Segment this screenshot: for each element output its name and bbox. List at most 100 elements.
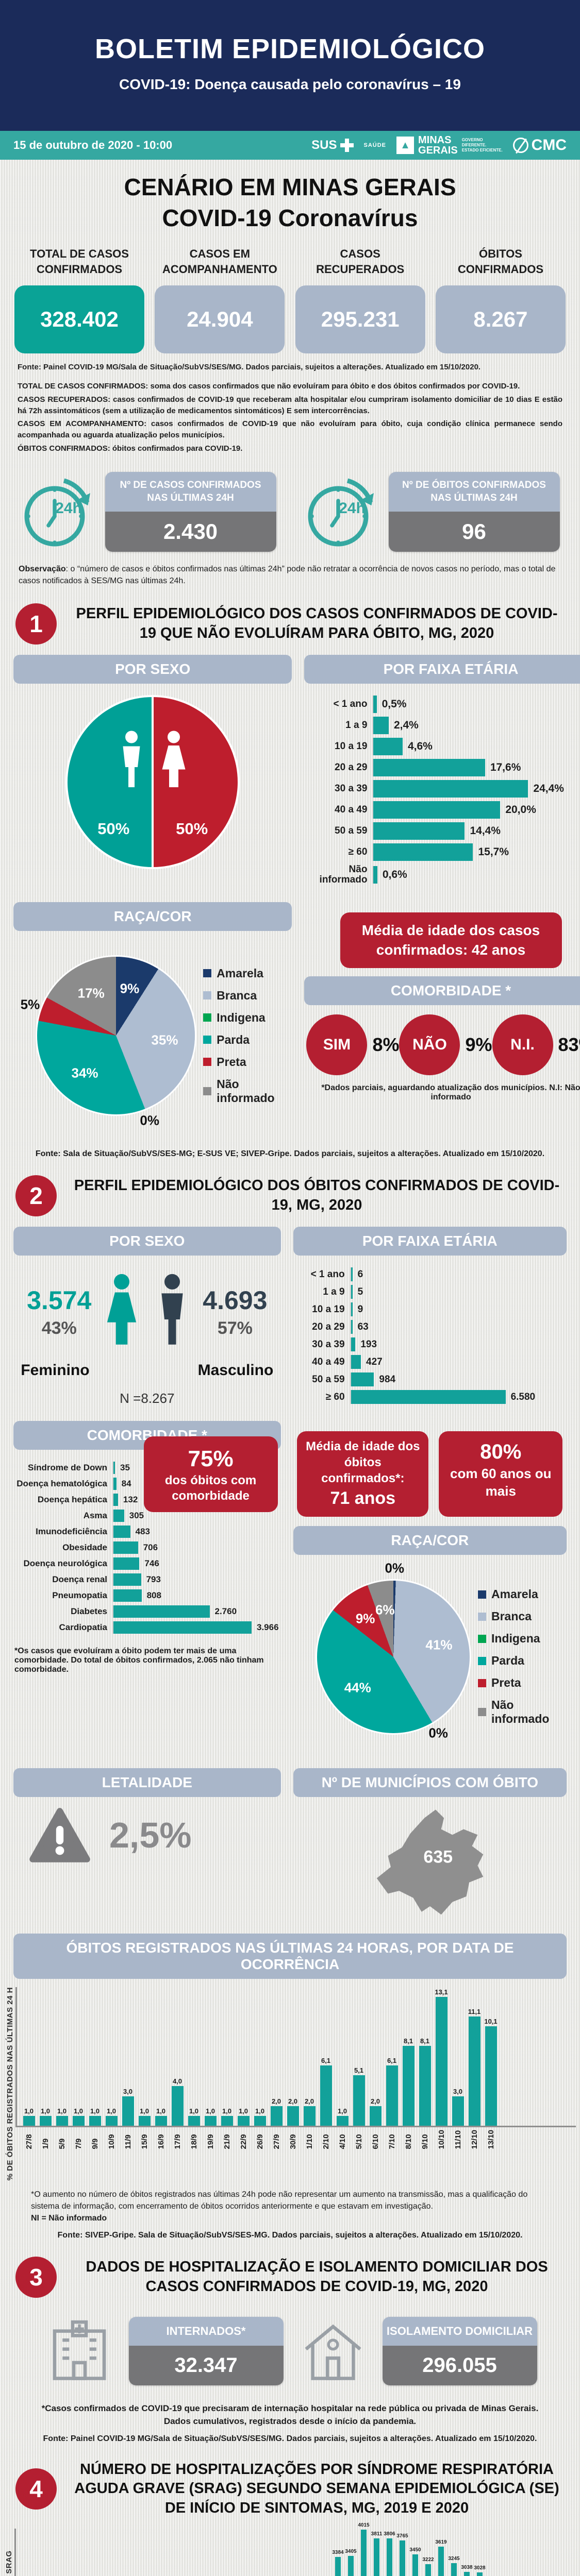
cases-mean-age-box: Média de idade dos casos confirmados: 42… [340, 912, 562, 968]
stat-acompanhamento: CASOS EM ACOMPANHAMENTO 24.904 [155, 246, 285, 353]
vbar-col-9/9: 1,0 [89, 2107, 101, 2126]
vbar-tick-label: 5/9 [58, 2130, 67, 2149]
vbar-value-label: 8,1 [404, 2037, 413, 2045]
pie-label-Preta: 5% [21, 997, 40, 1013]
bar-category-label: < 1 ano [304, 699, 372, 709]
female-deaths: 3.574 43% [27, 1285, 91, 1338]
svg-text:24h: 24h [55, 500, 82, 517]
legend-label: Amarela [491, 1587, 538, 1601]
srag-group-SE1: 3347 [20, 2529, 32, 2576]
srag-group-SE6: 4631 [85, 2529, 96, 2576]
bar-track: 0,5% [372, 696, 406, 713]
male-deaths-value: 4.693 [203, 1285, 267, 1315]
vbar-col-1/9: 1,0 [40, 2107, 52, 2126]
bar-category-label: ≥ 60 [304, 847, 372, 857]
vbar-tick: 12/10 [469, 2130, 480, 2149]
vbar-tick: 7/10 [386, 2130, 398, 2149]
legend-label: Não informado [491, 1698, 567, 1726]
legend-item: Indigena [478, 1632, 567, 1646]
comorbidity-no: NÃO 9% [399, 1014, 492, 1075]
deaths-24h-chart: % DE ÓBITOS REGISTRADOS NAS ÚLTIMAS 24 H… [0, 1979, 580, 2180]
bar-track: 20,0% [372, 801, 536, 819]
srag-group-SE32: 322277 [420, 2529, 432, 2576]
scenario-subtitle: COVID-19 Coronavírus [0, 204, 580, 232]
bar-category-label: 30 a 39 [304, 784, 372, 794]
stat-obitos: ÓBITOS CONFIRMADOS 8.267 [436, 246, 566, 353]
bar-2020-SE29 [387, 2538, 392, 2576]
bar-category-label: 10 a 19 [293, 1304, 350, 1315]
page-subtitle: COVID-19: Doença causada pelo coronavíru… [21, 76, 559, 93]
srag-group-SE29: 3806148 [381, 2529, 393, 2576]
srag-group-SE23: 2568160 [304, 2529, 316, 2576]
vbar-tick-label: 27/8 [25, 2130, 34, 2149]
srag-group-SE33: 361985 [433, 2529, 444, 2576]
legend-swatch [478, 1635, 486, 1643]
vbar-tick-label: 10/9 [107, 2130, 116, 2149]
municipalities-block: Nº DE MUNICÍPIOS COM ÓBITO 635 [293, 1768, 567, 1928]
vbar-tick-label: 1/10 [305, 2130, 314, 2149]
vbar-value-label: 5,1 [354, 2066, 363, 2074]
bar-track: 4,6% [372, 738, 432, 755]
vbar-value-label: 11,1 [468, 2008, 481, 2015]
deaths-age-pill: POR FAIXA ETÁRIA [293, 1227, 567, 1256]
deaths-race-pill: RAÇA/COR [293, 1526, 567, 1555]
vbar-col-26/9: 1,0 [254, 2107, 266, 2126]
vbar-9/9 [89, 2116, 101, 2126]
definitions: TOTAL DE CASOS CONFIRMADOS: soma dos cas… [0, 371, 580, 454]
cases-24h-value: 2.430 [105, 512, 276, 552]
bar-category-label: Diabetes [13, 1607, 112, 1616]
bar-category-label: Doença hematológica [13, 1479, 112, 1488]
deaths-race-block: Média de idade dos óbitos confirmados*: … [293, 1421, 567, 1759]
bar-track: 984 [350, 1372, 396, 1386]
vbar-tick-label: 7/10 [388, 2130, 396, 2149]
deaths-sex-block: POR SEXO 3.574 43% 4.693 57% [13, 1227, 281, 1409]
internados-box: INTERNADOS* 32.347 [129, 2317, 284, 2386]
bar-track: 2,4% [372, 717, 418, 734]
gov-slogan: GOVERNO DIFERENTE. ESTADO EFICIENTE. [462, 138, 503, 153]
legend-item: Branca [203, 989, 292, 1003]
comorbidity-circles: SIM 8% NÃO 9% N.I. 83% [304, 1005, 580, 1078]
pie-label-Preta: 9% [356, 1611, 375, 1626]
stat-total-casos: TOTAL DE CASOS CONFIRMADOS 328.402 [14, 246, 144, 353]
deaths-24h-ni-note: NI = Não informado [31, 2214, 107, 2223]
observation-text: : o “número de casos e óbitos confirmado… [19, 565, 555, 585]
section1-title: PERFIL EPIDEMIOLÓGICO DOS CASOS CONFIRMA… [69, 604, 565, 643]
stat-value: 8.267 [436, 285, 566, 353]
bar-category-label: Cardiopatia [13, 1623, 112, 1632]
observation-note: Observação: o “número de casos e óbitos … [0, 555, 580, 590]
comorbidity-ni-value: 83% [558, 1034, 580, 1056]
cases-24h-label: Nº DE CASOS CONFIRMADOS NAS ÚLTIMAS 24H [105, 472, 276, 512]
bar-comorbidade-obitos-8 [113, 1589, 142, 1602]
bar-track: 746 [112, 1557, 159, 1570]
date-bar: 15 de outubro de 2020 - 10:00 SUS SAÚDE … [0, 131, 580, 160]
vbar-tick-label: 2/10 [322, 2130, 330, 2149]
vbar-tick: 22/9 [238, 2130, 250, 2149]
bar-value-label: 6.580 [506, 1392, 536, 1403]
vbar-tick: 11/9 [122, 2130, 134, 2149]
bar-value-label: 24,4% [528, 783, 564, 795]
vbar-tick: 19/9 [205, 2130, 217, 2149]
section1-number-badge: 1 [15, 603, 57, 645]
bar-value-label: 20,0% [500, 804, 536, 816]
bar-2020-SE34 [451, 2563, 457, 2576]
minas-gerais-logo: ▲ MINAS GERAIS GOVERNO DIFERENTE. ESTADO… [396, 135, 503, 156]
comorbidity-yes: SIM 8% [306, 1014, 399, 1075]
bar-value-label: 9 [353, 1304, 363, 1315]
scenario-source: Fonte: Painel COVID-19 MG/Sala de Situaç… [0, 353, 580, 371]
legend-swatch [478, 1679, 486, 1687]
srag-group-SE9: 12359 [123, 2529, 135, 2576]
vbar-tick: 26/9 [254, 2130, 266, 2149]
stat-value: 328.402 [14, 285, 144, 353]
male-share-label: 50% [97, 820, 129, 838]
cases-race-pill: RAÇA/COR [13, 902, 292, 931]
mg-mark-icon: ▲ [396, 137, 414, 154]
vbar-tick: 10/10 [436, 2130, 448, 2149]
